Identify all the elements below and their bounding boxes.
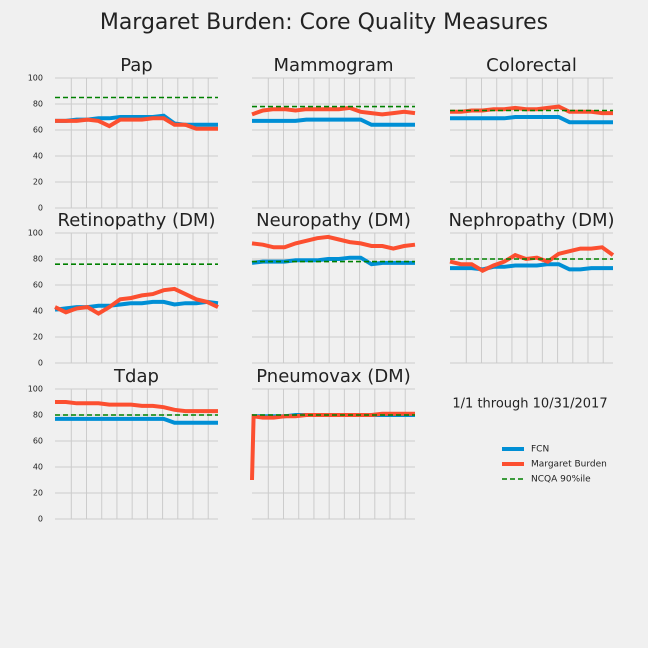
y-tick-label: 20: [33, 333, 43, 342]
subplot: Retinopathy (DM) 0 20 40 60 80 100: [28, 210, 219, 368]
subplot: Pneumovax (DM): [250, 366, 415, 520]
subplot: Pap 0 20 40 60 80 100: [28, 55, 218, 213]
legend-label: Margaret Burden: [531, 460, 607, 470]
subplot: Neuropathy (DM): [251, 210, 416, 364]
series-line: [252, 117, 415, 127]
y-tick-label: 40: [33, 463, 43, 472]
y-tick-label: 40: [33, 152, 43, 161]
y-tick-label: 80: [33, 255, 43, 264]
subplot: Mammogram: [251, 55, 416, 209]
legend-label: FCN: [531, 445, 549, 455]
series-line: [55, 400, 218, 414]
y-tick-label: 100: [28, 229, 43, 238]
annotation: 1/1 through 10/31/2017: [452, 397, 607, 412]
subplot-title: Mammogram: [273, 55, 393, 76]
series-line: [55, 416, 218, 425]
subplot-title: Retinopathy (DM): [58, 210, 216, 231]
y-tick-label: 80: [33, 100, 43, 109]
series-line: [251, 105, 416, 117]
subplot-title: Nephropathy (DM): [448, 210, 614, 231]
subplot-title: Tdap: [113, 366, 159, 387]
y-tick-label: 100: [28, 74, 43, 83]
y-tick-label: 0: [38, 359, 43, 368]
y-tick-label: 80: [33, 411, 43, 420]
figure-title: Margaret Burden: Core Quality Measures: [100, 10, 548, 35]
legend-label: NCQA 90%ile: [531, 475, 591, 485]
y-tick-label: 40: [33, 307, 43, 316]
subplot-title: Colorectal: [486, 55, 577, 76]
series-line: [251, 234, 416, 251]
y-tick-label: 60: [33, 437, 43, 446]
subplot: Nephropathy (DM): [448, 210, 615, 364]
series-line: [54, 286, 219, 316]
y-tick-label: 0: [38, 204, 43, 213]
y-tick-label: 20: [33, 178, 43, 187]
y-tick-label: 20: [33, 489, 43, 498]
y-tick-label: 60: [33, 126, 43, 135]
subplot-title: Pap: [120, 55, 153, 76]
y-tick-label: 0: [38, 515, 43, 524]
subplot: Tdap 0 20 40 60 80 100: [28, 366, 218, 524]
subplot: Colorectal: [450, 55, 613, 209]
y-tick-label: 100: [28, 385, 43, 394]
series-line: [450, 115, 613, 125]
y-tick-label: 60: [33, 281, 43, 290]
subplot-title: Neuropathy (DM): [256, 210, 411, 231]
subplot-title: Pneumovax (DM): [256, 366, 410, 387]
series-line: [55, 116, 218, 131]
